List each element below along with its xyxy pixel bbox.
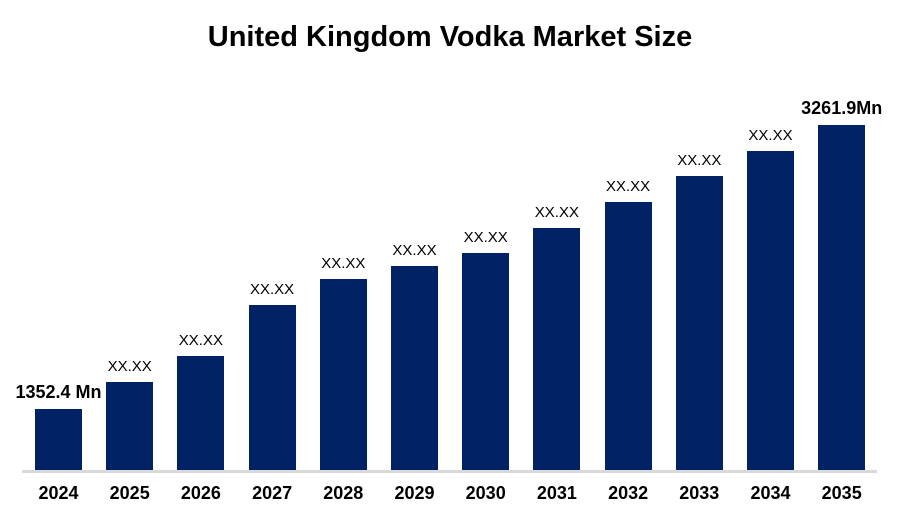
bar-2027 [248,305,296,470]
bar-value-label-2028: XX.XX [321,255,366,272]
bar-value-label-2025: XX.XX [107,358,152,375]
bar-2030 [462,253,510,470]
bar-value-label-2033: XX.XX [677,152,722,169]
bar-value-label-2026: XX.XX [178,332,223,349]
x-axis-tick-label-2027: 2027 [252,483,293,503]
bar-2033 [675,176,723,470]
x-axis-tick-label-2031: 2031 [536,483,577,503]
bar-2034 [747,151,794,470]
bar-value-label-2027: XX.XX [250,281,295,298]
bar-2026 [177,356,225,470]
bar-value-label-2030: XX.XX [463,229,508,246]
bar-2032 [604,202,652,470]
bar-2025 [106,382,154,470]
bar-value-label-2035: 3261.9Mn [801,98,883,118]
x-axis-tick-label-2026: 2026 [180,483,221,503]
x-axis-tick-label-2034: 2034 [750,483,791,503]
bar-2035 [818,125,866,470]
bar-2028 [319,279,367,470]
x-axis-tick-label-2032: 2032 [608,483,649,503]
bar-value-label-2032: XX.XX [606,178,651,195]
x-axis-tick-label-2030: 2030 [465,483,506,503]
x-axis-line [22,470,877,473]
bar-value-label-2024: 1352.4 Mn [15,382,102,402]
bar-2024 [35,409,82,470]
x-axis-tick-label-2025: 2025 [109,483,150,503]
x-axis-tick-label-2033: 2033 [679,483,720,503]
bar-value-label-2029: XX.XX [392,242,437,259]
bar-value-label-2034: XX.XX [748,127,793,144]
x-axis-tick-label-2035: 2035 [821,483,862,503]
bar-2031 [533,228,581,470]
bar-2029 [391,266,438,470]
x-axis-tick-label-2028: 2028 [323,483,364,503]
chart-title: United Kingdom Vodka Market Size [207,21,693,53]
bar-value-label-2031: XX.XX [534,204,579,221]
x-axis-tick-label-2024: 2024 [38,483,79,503]
x-axis-tick-label-2029: 2029 [394,483,435,503]
